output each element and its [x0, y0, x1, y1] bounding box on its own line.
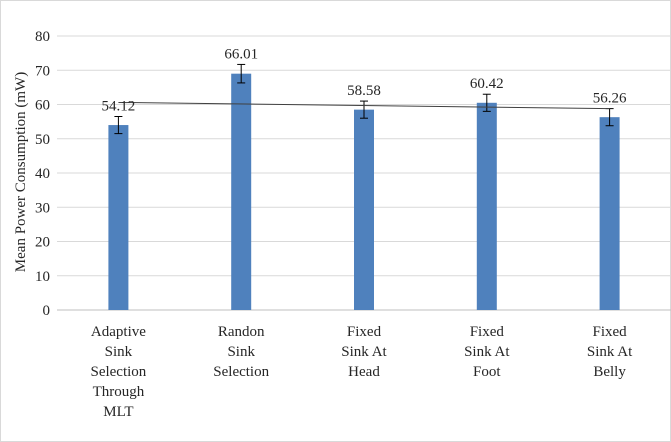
data-label: 54.12 — [102, 98, 136, 114]
y-tick-label: 80 — [35, 29, 50, 45]
trendline-line — [118, 101, 610, 110]
y-axis-ticks: 0 10 20 30 40 50 60 70 80 — [35, 29, 50, 319]
error-bar — [114, 115, 123, 135]
y-tick-label: 20 — [35, 235, 50, 251]
data-label: 56.26 — [593, 91, 627, 107]
error-bar — [237, 63, 246, 84]
category-label: Fixed Sink At Belly — [587, 324, 633, 380]
y-tick-label: 60 — [35, 98, 50, 114]
category-label: Fixed Sink At Head — [341, 324, 387, 380]
y-tick-label: 10 — [35, 269, 50, 285]
category-label: Adaptive Sink Selection Through MLT — [90, 324, 146, 420]
bar — [476, 102, 497, 310]
y-axis-label: Mean Power Consumption (mW) — [13, 72, 29, 272]
bars — [108, 73, 620, 310]
data-label: 66.01 — [224, 46, 258, 62]
error-bar — [482, 93, 491, 112]
category-label: Fixed Sink At Foot — [464, 324, 510, 380]
y-tick-label: 40 — [35, 166, 50, 182]
y-tick-label: 50 — [35, 132, 50, 148]
data-label: 60.42 — [470, 76, 504, 92]
data-label: 58.58 — [347, 83, 381, 99]
bar — [108, 125, 129, 310]
category-label: Randon Sink Selection — [213, 324, 269, 380]
error-bar — [360, 100, 368, 119]
bar — [354, 109, 374, 310]
data-labels: 54.12 66.01 58.58 60.42 56.26 — [102, 46, 627, 114]
x-axis-categories: Adaptive Sink Selection Through MLT Randon Sin… — [90, 324, 633, 420]
y-tick-label: 0 — [43, 303, 51, 319]
bar — [231, 73, 252, 310]
trendline — [118, 101, 610, 110]
y-tick-label: 30 — [35, 200, 50, 216]
bar — [599, 117, 620, 310]
error-bars — [114, 63, 614, 135]
y-tick-label: 70 — [35, 63, 50, 79]
